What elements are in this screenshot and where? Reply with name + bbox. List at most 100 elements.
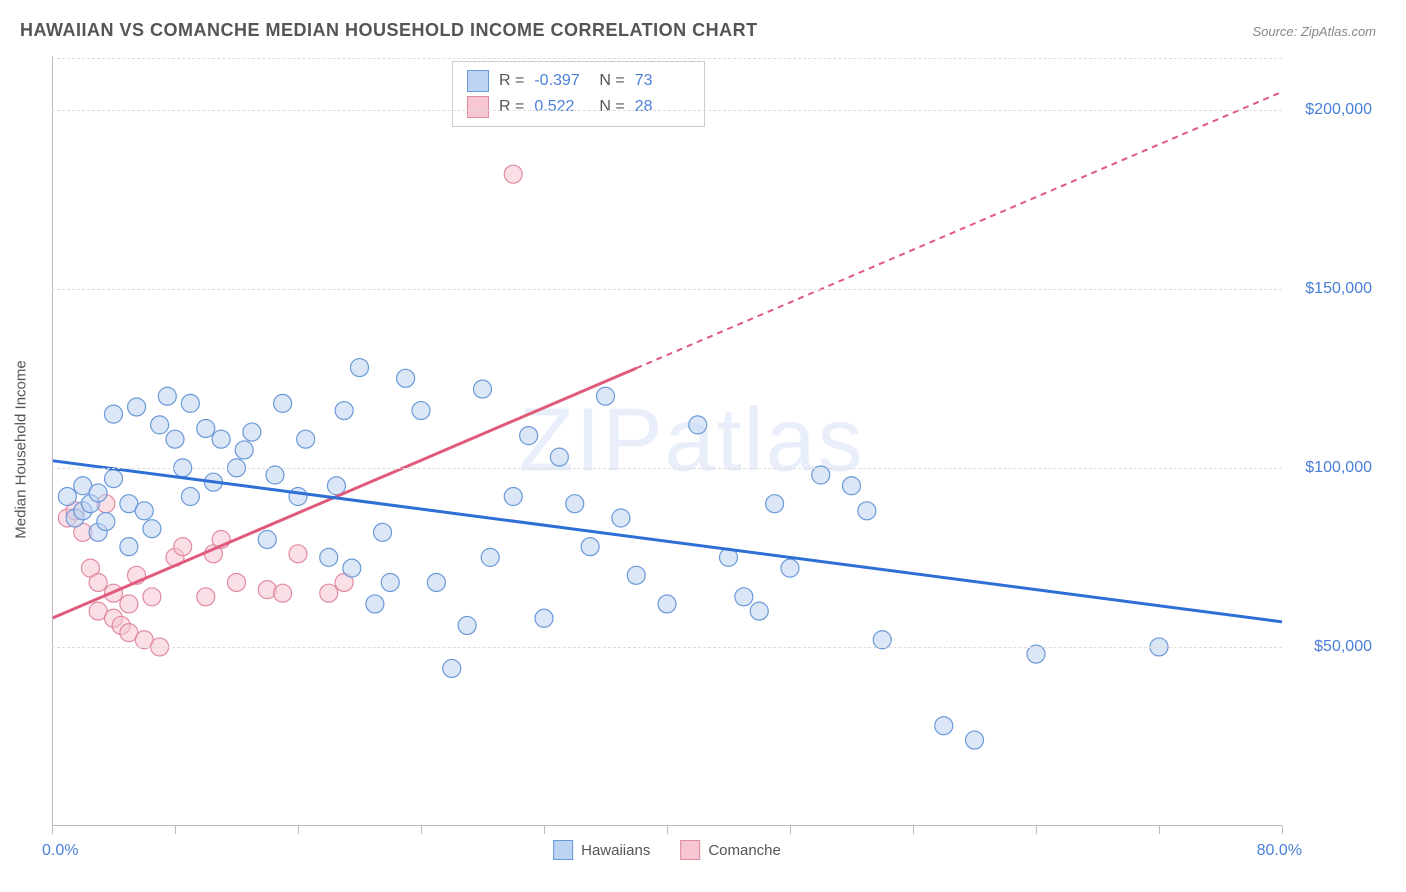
scatter-point-hawaiians bbox=[181, 488, 199, 506]
scatter-point-hawaiians bbox=[366, 595, 384, 613]
legend-label-comanche: Comanche bbox=[708, 842, 781, 859]
scatter-point-hawaiians bbox=[458, 616, 476, 634]
scatter-point-hawaiians bbox=[581, 538, 599, 556]
scatter-point-hawaiians bbox=[474, 380, 492, 398]
scatter-point-hawaiians bbox=[143, 520, 161, 538]
stats-swatch-a bbox=[467, 70, 489, 92]
scatter-point-hawaiians bbox=[597, 387, 615, 405]
scatter-point-hawaiians bbox=[481, 548, 499, 566]
scatter-point-hawaiians bbox=[766, 495, 784, 513]
scatter-point-hawaiians bbox=[689, 416, 707, 434]
gridline-h bbox=[52, 58, 1282, 59]
x-tick bbox=[1282, 826, 1283, 834]
scatter-point-comanche bbox=[89, 573, 107, 591]
legend-item-hawaiians: Hawaiians bbox=[553, 840, 650, 860]
x-tick bbox=[667, 826, 668, 834]
scatter-point-hawaiians bbox=[105, 405, 123, 423]
scatter-point-hawaiians bbox=[381, 573, 399, 591]
scatter-point-hawaiians bbox=[781, 559, 799, 577]
scatter-point-hawaiians bbox=[520, 427, 538, 445]
scatter-svg bbox=[52, 56, 1282, 826]
legend-item-comanche: Comanche bbox=[680, 840, 781, 860]
chart-title: HAWAIIAN VS COMANCHE MEDIAN HOUSEHOLD IN… bbox=[20, 20, 758, 41]
gridline-h bbox=[52, 289, 1282, 290]
gridline-h bbox=[52, 110, 1282, 111]
scatter-point-hawaiians bbox=[258, 530, 276, 548]
x-tick bbox=[421, 826, 422, 834]
stats-r-label-a: R = bbox=[499, 72, 524, 90]
scatter-point-hawaiians bbox=[535, 609, 553, 627]
x-tick bbox=[298, 826, 299, 834]
scatter-point-hawaiians bbox=[550, 448, 568, 466]
scatter-point-comanche bbox=[228, 573, 246, 591]
scatter-point-hawaiians bbox=[750, 602, 768, 620]
stats-r-value-b: 0.522 bbox=[534, 98, 589, 116]
x-tick bbox=[1036, 826, 1037, 834]
y-axis-title: Median Household Income bbox=[13, 360, 30, 538]
scatter-point-comanche bbox=[289, 545, 307, 563]
scatter-point-hawaiians bbox=[289, 488, 307, 506]
chart-source: Source: ZipAtlas.com bbox=[1252, 24, 1376, 39]
x-tick bbox=[52, 826, 53, 834]
scatter-point-comanche bbox=[197, 588, 215, 606]
scatter-point-hawaiians bbox=[212, 430, 230, 448]
scatter-point-hawaiians bbox=[935, 717, 953, 735]
stats-r-value-a: -0.397 bbox=[534, 72, 589, 90]
stats-n-label-a: N = bbox=[599, 72, 624, 90]
scatter-point-hawaiians bbox=[297, 430, 315, 448]
scatter-point-hawaiians bbox=[412, 402, 430, 420]
scatter-point-hawaiians bbox=[343, 559, 361, 577]
x-tick bbox=[544, 826, 545, 834]
scatter-point-hawaiians bbox=[658, 595, 676, 613]
x-tick bbox=[175, 826, 176, 834]
y-tick-label: $200,000 bbox=[1292, 101, 1372, 119]
x-axis-min-label: 0.0% bbox=[42, 842, 78, 860]
stats-row-a: R = -0.397 N = 73 bbox=[467, 68, 690, 94]
y-tick-label: $150,000 bbox=[1292, 280, 1372, 298]
stats-n-value-b: 28 bbox=[635, 98, 690, 116]
scatter-point-hawaiians bbox=[374, 523, 392, 541]
scatter-point-comanche bbox=[174, 538, 192, 556]
y-tick-label: $100,000 bbox=[1292, 459, 1372, 477]
plot-area: ZIPatlas Median Household Income 0.0% 80… bbox=[52, 56, 1282, 826]
scatter-point-hawaiians bbox=[135, 502, 153, 520]
scatter-point-comanche bbox=[320, 584, 338, 602]
legend-swatch-comanche bbox=[680, 840, 700, 860]
x-tick bbox=[913, 826, 914, 834]
trendline-comanche-dashed bbox=[636, 92, 1282, 368]
scatter-point-hawaiians bbox=[504, 488, 522, 506]
scatter-point-hawaiians bbox=[128, 398, 146, 416]
gridline-h bbox=[52, 647, 1282, 648]
scatter-point-hawaiians bbox=[97, 513, 115, 531]
scatter-point-hawaiians bbox=[612, 509, 630, 527]
legend-label-hawaiians: Hawaiians bbox=[581, 842, 650, 859]
scatter-point-hawaiians bbox=[120, 538, 138, 556]
scatter-point-hawaiians bbox=[843, 477, 861, 495]
scatter-point-comanche bbox=[143, 588, 161, 606]
stats-n-label-b: N = bbox=[599, 98, 624, 116]
scatter-point-hawaiians bbox=[274, 394, 292, 412]
scatter-point-hawaiians bbox=[89, 484, 107, 502]
scatter-point-hawaiians bbox=[397, 369, 415, 387]
scatter-point-hawaiians bbox=[735, 588, 753, 606]
scatter-point-hawaiians bbox=[243, 423, 261, 441]
scatter-point-hawaiians bbox=[627, 566, 645, 584]
scatter-point-hawaiians bbox=[151, 416, 169, 434]
stats-row-b: R = 0.522 N = 28 bbox=[467, 94, 690, 120]
y-tick-label: $50,000 bbox=[1292, 638, 1372, 656]
chart-container: HAWAIIAN VS COMANCHE MEDIAN HOUSEHOLD IN… bbox=[0, 0, 1406, 892]
bottom-legend: Hawaiians Comanche bbox=[553, 840, 781, 860]
legend-swatch-hawaiians bbox=[553, 840, 573, 860]
scatter-point-hawaiians bbox=[105, 470, 123, 488]
scatter-point-hawaiians bbox=[320, 548, 338, 566]
scatter-point-hawaiians bbox=[351, 359, 369, 377]
scatter-point-comanche bbox=[274, 584, 292, 602]
scatter-point-comanche bbox=[120, 595, 138, 613]
stats-box: R = -0.397 N = 73 R = 0.522 N = 28 bbox=[452, 61, 705, 127]
stats-r-label-b: R = bbox=[499, 98, 524, 116]
gridline-h bbox=[52, 468, 1282, 469]
scatter-point-hawaiians bbox=[235, 441, 253, 459]
scatter-point-hawaiians bbox=[181, 394, 199, 412]
stats-swatch-b bbox=[467, 96, 489, 118]
scatter-point-hawaiians bbox=[443, 659, 461, 677]
